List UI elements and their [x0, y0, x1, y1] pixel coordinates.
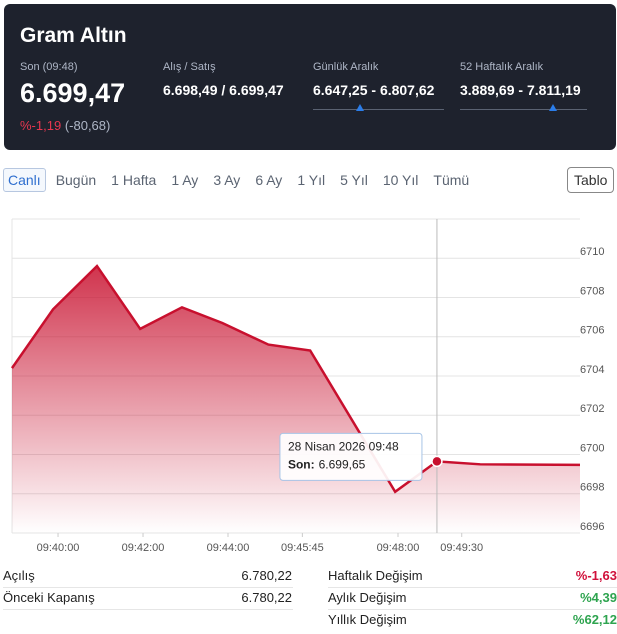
- divider: [328, 565, 617, 588]
- stat-value: 6.780,22: [241, 590, 292, 605]
- header: Gram Altın Son (09:48) 6.699,47 Alış / S…: [4, 4, 616, 150]
- value: 3.889,69 - 7.811,19: [460, 82, 581, 98]
- range-bar: [313, 109, 444, 110]
- y-tick-label: 6704: [580, 364, 604, 376]
- tooltip-box: [279, 432, 423, 481]
- title: Gram Altın: [20, 24, 127, 47]
- label: 52 Haftalık Aralık: [460, 61, 544, 73]
- range-bar: [460, 109, 587, 110]
- stat-label: Yıllık Değişim: [328, 612, 407, 627]
- chart: 6696 6698 6700 6702 6704 6706 6708 6710 09:40:00…: [10, 218, 604, 554]
- range-marker: [549, 104, 557, 111]
- change-percent: %-1,19: [20, 118, 62, 133]
- tab[interactable]: 5 Yıl: [340, 172, 368, 188]
- tab[interactable]: 6 Ay: [255, 172, 283, 188]
- x-tick-label: 09:40:00: [37, 542, 80, 554]
- tab[interactable]: 10 Yıl: [382, 172, 419, 188]
- tooltip-label: Son:: [288, 458, 315, 472]
- table-button[interactable]: Tablo: [567, 167, 615, 193]
- tab[interactable]: Bugün: [55, 172, 97, 188]
- stat-label: Haftalık Değişim: [328, 568, 423, 583]
- y-tick-label: 6708: [580, 285, 604, 297]
- tooltip-body: Son: 6.699,65: [288, 458, 366, 472]
- stat-label: Açılış: [3, 568, 35, 583]
- tooltip-title: 28 Nisan 2026 09:48: [288, 440, 399, 454]
- x-tick-label: 09:45:45: [281, 542, 324, 554]
- stat-label: Aylık Değişim: [328, 590, 407, 605]
- divider: [3, 587, 293, 610]
- stat-value: %4,39: [580, 590, 617, 605]
- tabs: Canlı Bugün 1 Hafta 1 Ay 3 Ay 6 Ay 1 Yıl 5 Yıl 1…: [3, 168, 479, 192]
- stat-value: %62,12: [572, 612, 617, 627]
- stat-label: Önceki Kapanış: [3, 590, 95, 605]
- tab[interactable]: 1 Hafta: [111, 172, 157, 188]
- divider: [3, 565, 293, 588]
- divider: [328, 587, 617, 610]
- change: %-1,19 (-80,68): [20, 118, 110, 133]
- week52-range: 52 Haftalık Aralık 3.889,69 - 7.811,19: [460, 61, 581, 98]
- value: 6.698,49 / 6.699,47: [163, 82, 284, 98]
- area: [12, 266, 580, 533]
- value: 6.647,25 - 6.807,62: [313, 82, 435, 98]
- y-tick-label: 6698: [580, 482, 604, 494]
- label: Alış / Satış: [163, 61, 216, 73]
- last-price: Son (09:48) 6.699,47: [20, 61, 125, 109]
- tab[interactable]: 3 Ay: [213, 172, 241, 188]
- change-amount: (-80,68): [64, 118, 111, 133]
- range-marker: [356, 104, 364, 111]
- hover-point: [431, 455, 443, 468]
- stat-value: 6.780,22: [241, 568, 292, 583]
- daily-range: Günlük Aralık 6.647,25 - 6.807,62: [313, 61, 434, 98]
- tab[interactable]: 1 Ay: [171, 172, 199, 188]
- y-tick-label: 6696: [580, 521, 604, 533]
- x-tick-label: 09:44:00: [207, 542, 250, 554]
- label: Son (09:48): [20, 61, 78, 73]
- bid-ask: Alış / Satış 6.698,49 / 6.699,47: [163, 61, 284, 98]
- tooltip-value: 6.699,65: [319, 458, 366, 472]
- x-tick-label: 09:48:00: [377, 542, 420, 554]
- tab[interactable]: 1 Yıl: [297, 172, 326, 188]
- y-tick-label: 6706: [580, 325, 604, 337]
- line: [10, 264, 581, 494]
- x-tick-label: 09:42:00: [122, 542, 165, 554]
- label: Günlük Aralık: [313, 61, 379, 73]
- y-tick-label: 6710: [580, 246, 604, 258]
- y-tick-label: 6702: [580, 403, 604, 415]
- y-tick-label: 6700: [580, 442, 604, 454]
- stat-value: %-1,63: [575, 568, 617, 583]
- tab[interactable]: Canlı: [3, 168, 46, 192]
- tab[interactable]: Tümü: [433, 172, 470, 188]
- x-tick-label: 09:49:30: [440, 542, 483, 554]
- value: 6.699,47: [20, 78, 126, 108]
